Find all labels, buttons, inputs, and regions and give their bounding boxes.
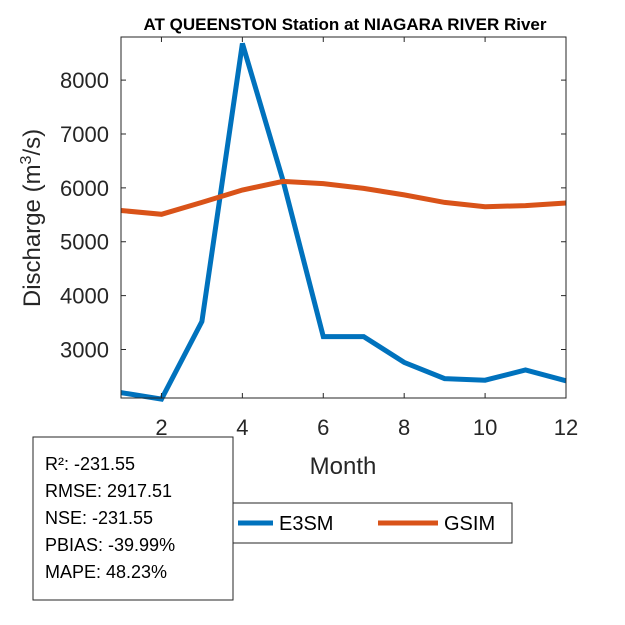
stat-r2: R²: -231.55 — [45, 454, 135, 474]
chart-title: AT QUEENSTON Station at NIAGARA RIVER Ri… — [143, 15, 546, 34]
stat-mape: MAPE: 48.23% — [45, 562, 167, 582]
legend: E3SM GSIM — [231, 502, 513, 544]
legend-label-e3sm: E3SM — [279, 513, 333, 535]
stat-nse: NSE: -231.55 — [45, 508, 153, 528]
plot-frame — [120, 36, 567, 399]
y-tick-label: 6000 — [60, 176, 109, 201]
x-tick-label: 10 — [473, 415, 497, 440]
x-tick-label: 12 — [554, 415, 578, 440]
y-tick-label: 7000 — [60, 122, 109, 147]
y-tick-label: 3000 — [60, 338, 109, 363]
x-tick-label: 8 — [398, 415, 410, 440]
stats-box-frame — [32, 436, 234, 601]
ticks-layer: 2 4 6 8 10 12 3000 4000 5000 6000 7000 8000 — [60, 37, 578, 440]
x-tick-label: 2 — [155, 415, 167, 440]
plot-area: 2 4 6 8 10 12 3000 4000 5000 6000 7000 8000 — [60, 36, 578, 440]
stats-box: R²: -231.55 RMSE: 2917.51 NSE: -231.55 P… — [32, 436, 234, 601]
series-line-gsim — [120, 178, 567, 217]
legend-label-gsim: GSIM — [444, 513, 495, 535]
series-layer — [120, 42, 567, 402]
y-tick-label: 5000 — [60, 230, 109, 255]
y-tick-label: 8000 — [60, 68, 109, 93]
y-tick-label: 4000 — [60, 284, 109, 309]
stat-pbias: PBIAS: -39.99% — [45, 535, 175, 555]
x-axis-label: Month — [310, 453, 377, 480]
stat-rmse: RMSE: 2917.51 — [45, 481, 172, 501]
x-tick-label: 6 — [317, 415, 329, 440]
series-line-e3sm — [120, 42, 567, 402]
x-tick-label: 4 — [236, 415, 248, 440]
y-axis-label: Discharge (m3/s) — [18, 129, 46, 307]
